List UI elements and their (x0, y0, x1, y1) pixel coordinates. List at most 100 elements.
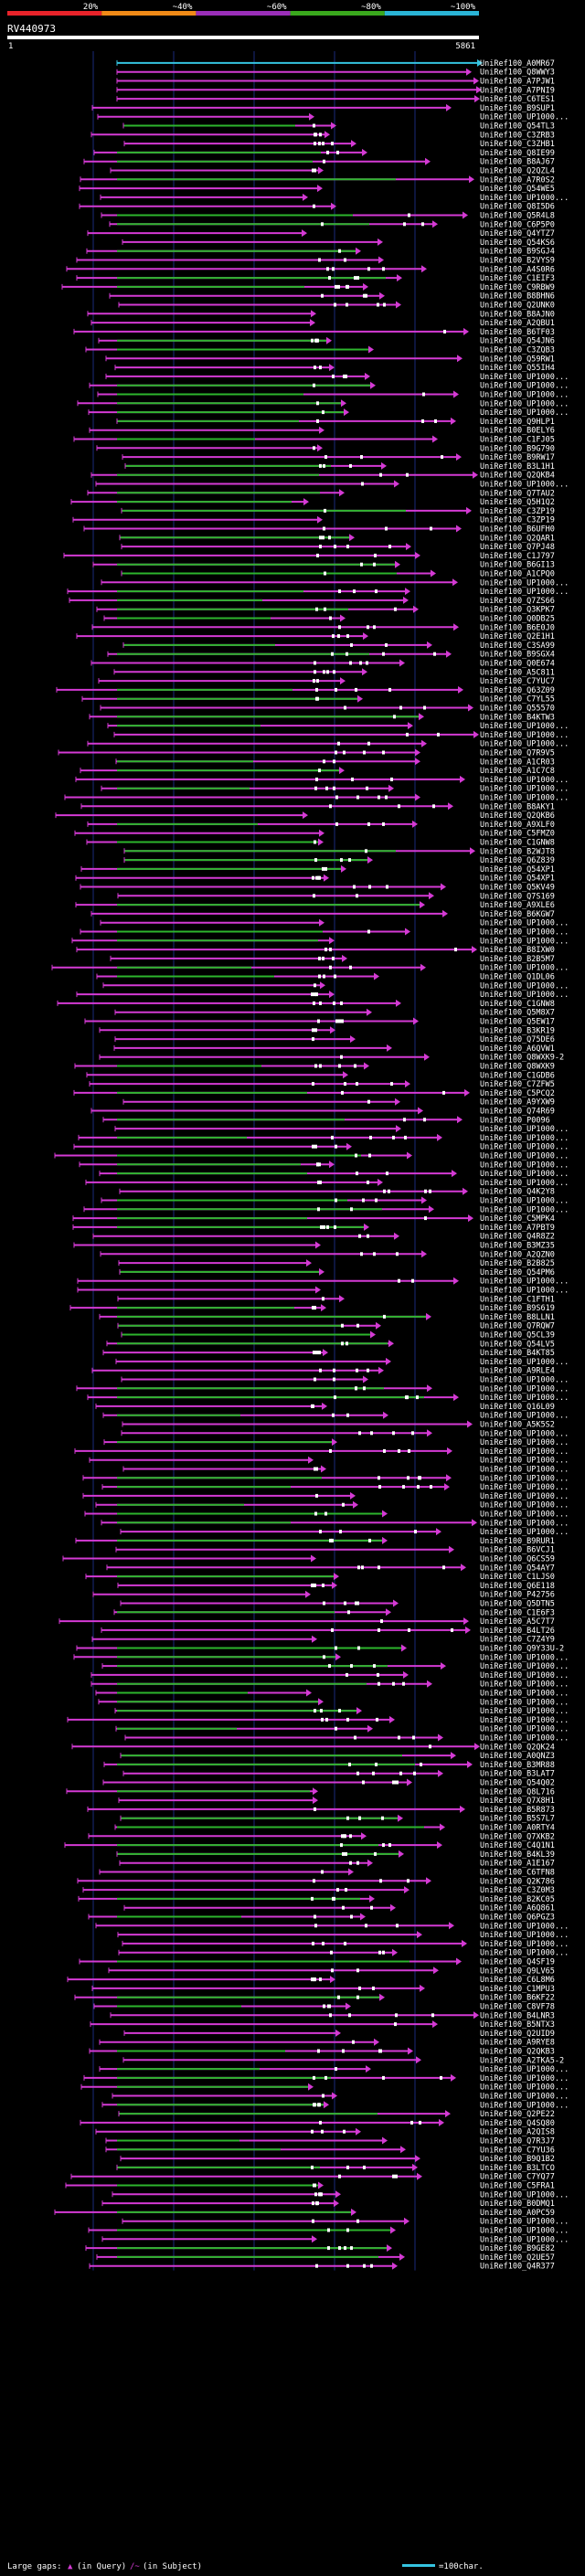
hit-end-arrow (378, 1366, 384, 1374)
hit-label: UniRef100_B9RUR1 (480, 1537, 555, 1546)
hit-end-arrow (463, 327, 469, 335)
hit-end-arrow (456, 453, 462, 461)
hit-gap-marker (312, 1028, 314, 1033)
hit-label: UniRef100_Q9HLP1 (480, 418, 555, 427)
hit-label: UniRef100_B8BHN6 (480, 292, 555, 302)
alignment-row: UniRef100_UP1000... (122, 1465, 569, 1475)
hit-gap-marker (319, 2192, 322, 2197)
hit-gap-marker (392, 2174, 395, 2178)
hit-gap-marker (329, 948, 332, 952)
hit-end-arrow (363, 282, 368, 291)
hit-end-arrow (437, 1133, 442, 1141)
hit-gap-marker (377, 302, 379, 307)
hit-gap-marker (354, 1064, 356, 1068)
hit-end-arrow (335, 2190, 341, 2199)
hit-label: UniRef100_UP1000... (480, 194, 569, 203)
hit-gap-marker (378, 2049, 381, 2053)
hit-end-arrow (440, 1823, 445, 1831)
alignment-row: UniRef100_Q54AY7 (106, 1564, 555, 1573)
hit-end-arrow (319, 426, 324, 434)
alignment-row: UniRef100_UP1000... (51, 963, 569, 973)
alignment-row: UniRef100_C1GDB6 (86, 1071, 555, 1080)
hit-end-arrow (374, 972, 379, 981)
hit-end-arrow (472, 946, 477, 954)
hit-label: UniRef100_Q2K786 (480, 1877, 555, 1886)
hit-label: UniRef100_C3ZP19 (480, 507, 555, 516)
hit-label: UniRef100_B9GE82 (480, 2244, 555, 2253)
hit-gap-marker (334, 1224, 336, 1229)
hit-end-arrow (348, 1868, 354, 1876)
hit-end-arrow (431, 569, 436, 578)
hit-label: UniRef100_UP1000... (480, 481, 569, 490)
hit-label: UniRef100_B3L1H1 (480, 462, 555, 472)
hit-label: UniRef100_B9SUP1 (480, 104, 555, 113)
hit-gap-marker (323, 974, 325, 979)
hit-gap-marker (356, 894, 358, 898)
hit-label: UniRef100_UP1000... (480, 964, 569, 973)
hit-gap-marker (314, 2103, 316, 2107)
hit-end-arrow (356, 2127, 361, 2136)
hit-end-arrow (339, 489, 345, 497)
alignment-row: UniRef100_C7YL55 (81, 694, 555, 705)
hit-gap-marker (429, 1189, 431, 1193)
hit-label: UniRef100_A1E167 (480, 1860, 555, 1869)
hit-gap-marker (323, 159, 325, 164)
hit-end-arrow (394, 1232, 399, 1240)
hit-end-arrow (415, 551, 420, 559)
alignment-row: UniRef100_C6TES1 (116, 95, 555, 104)
alignment-row: UniRef100_C1FJ05 (73, 435, 555, 445)
hit-end-arrow (356, 247, 361, 255)
hit-gap-marker (434, 419, 437, 423)
hit-gap-marker (339, 1530, 342, 1534)
hit-label: UniRef100_B2VYS9 (480, 257, 555, 266)
alignment-row: UniRef100_A0PC59 (54, 2208, 555, 2218)
hit-gap-marker (336, 150, 339, 154)
hit-end-arrow (319, 1267, 324, 1276)
hit-end-arrow (332, 1438, 337, 1447)
hit-label: UniRef100_A9RYE8 (480, 2039, 555, 2048)
hit-label: UniRef100_Q4R377 (480, 2263, 555, 2272)
alignment-row: UniRef100_B6E0J0 (91, 623, 555, 632)
alignment-row: UniRef100_Q54TL3 (122, 122, 555, 132)
hit-end-arrow (405, 928, 410, 936)
hit-gap-marker (323, 1655, 325, 1659)
hit-label: UniRef100_C1MPU3 (480, 1985, 555, 1994)
alignment-row: UniRef100_Q7R9V5 (58, 748, 555, 758)
hit-label: UniRef100_Q7X8H1 (480, 1797, 555, 1806)
hit-gap-marker (318, 956, 321, 960)
hit-gap-marker (314, 1467, 316, 1471)
hit-gap-marker (335, 822, 338, 826)
hit-end-arrow (369, 1894, 375, 1903)
alignment-row: UniRef100_B4KTW3 (89, 713, 555, 722)
hit-gap-marker (316, 338, 319, 343)
hit-gap-marker (378, 1627, 380, 1632)
hit-gap-marker (366, 786, 368, 790)
hit-gap-marker (314, 1064, 317, 1068)
hit-label: UniRef100_A9XLE6 (480, 901, 555, 910)
hit-gap-marker (315, 607, 318, 611)
chart-legend: Large gaps: ▲ (in Query) /~ (in Subject)… (7, 2562, 484, 2571)
hit-label: UniRef100_UP1000... (480, 2083, 569, 2093)
hit-end-arrow (467, 1760, 473, 1768)
hit-gap-marker (334, 974, 336, 979)
hit-gap-marker (348, 2013, 351, 2018)
hit-label: UniRef100_C7YQ77 (480, 2173, 555, 2182)
hit-gap-marker (335, 687, 337, 692)
hit-gap-marker (380, 1619, 383, 1624)
hit-gap-marker (424, 1189, 427, 1193)
hit-label: UniRef100_UP1000... (480, 740, 569, 749)
alignment-row: UniRef100_Q2UID9 (123, 2029, 555, 2039)
hit-gap-marker (317, 2049, 320, 2053)
hit-gap-marker (335, 1019, 338, 1023)
alignment-row: UniRef100_Q75DE6 (114, 1035, 555, 1044)
hit-gap-marker (334, 545, 336, 549)
hit-end-arrow (332, 2092, 337, 2100)
hit-gap-marker (314, 1977, 316, 1982)
hit-label: UniRef100_C7ZFW5 (480, 1080, 555, 1089)
hit-label: UniRef100_Q54Q02 (480, 1779, 555, 1788)
hit-label: UniRef100_C3SA99 (480, 641, 555, 651)
alignment-row: UniRef100_Q16L09 (95, 1402, 555, 1412)
hit-gap-marker (398, 1448, 400, 1453)
hit-label: UniRef100_Q5M8X7 (480, 1009, 555, 1018)
alignment-row: UniRef100_UP1000... (76, 991, 569, 1000)
